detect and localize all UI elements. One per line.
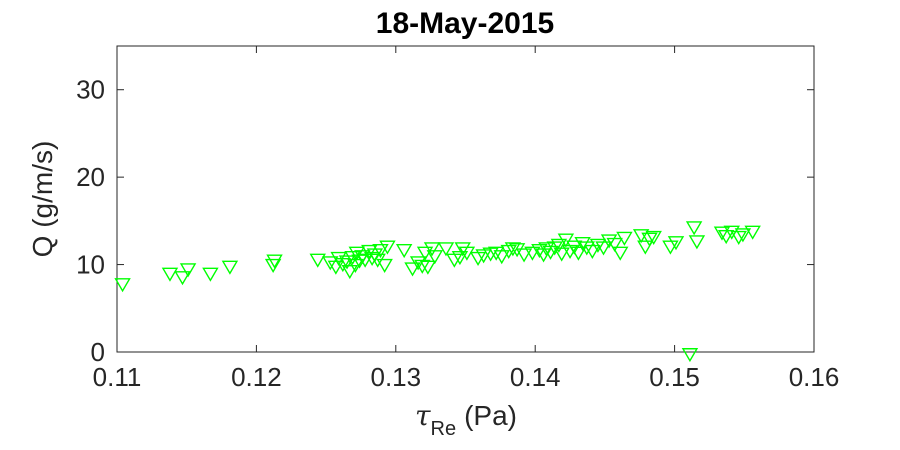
- data-point: [404, 262, 421, 277]
- data-point: [515, 248, 533, 263]
- data-point: [723, 225, 740, 240]
- data-point: [309, 253, 326, 268]
- y-tick-label: 30: [76, 75, 105, 105]
- y-tick-label: 0: [91, 337, 105, 367]
- data-point: [589, 238, 607, 253]
- x-axis-title: τRe (Pa): [415, 399, 517, 440]
- data-point: [414, 259, 431, 274]
- data-point: [361, 244, 378, 259]
- data-point: [531, 244, 548, 259]
- data-markers: [114, 221, 761, 363]
- data-point: [734, 228, 752, 243]
- x-tick-label: 0.11: [93, 362, 142, 392]
- data-point: [713, 226, 731, 241]
- x-tick-label: 0.12: [231, 362, 282, 392]
- data-point: [451, 251, 469, 266]
- data-point: [426, 250, 444, 265]
- data-point: [356, 253, 374, 268]
- data-point: [487, 246, 505, 261]
- data-point: [395, 244, 413, 259]
- data-point: [538, 242, 555, 257]
- y-tick-label: 10: [76, 250, 105, 280]
- data-point: [266, 254, 283, 269]
- data-point: [606, 237, 623, 252]
- data-point: [600, 234, 618, 249]
- data-point: [744, 225, 761, 240]
- data-point: [645, 230, 662, 245]
- data-point: [322, 256, 339, 271]
- data-point: [221, 260, 239, 275]
- data-point: [369, 253, 386, 268]
- data-point: [681, 348, 699, 363]
- data-point: [341, 264, 359, 280]
- axis-ticks: [116, 46, 815, 353]
- data-point: [179, 263, 197, 278]
- tick-labels: 0.11 0.12 0.13 0.14 0.15 0.16 0 10 20 30: [76, 75, 839, 392]
- data-point: [482, 247, 499, 262]
- data-point: [327, 260, 345, 275]
- data-point: [500, 244, 517, 259]
- plot-area-frame: [116, 45, 815, 353]
- data-point: [578, 241, 595, 256]
- data-point: [667, 236, 685, 251]
- data-point: [334, 257, 352, 273]
- data-point: [717, 230, 735, 245]
- data-point: [348, 246, 365, 261]
- data-point: [379, 240, 396, 255]
- x-axis-title-symbol: τ: [415, 399, 431, 432]
- data-point: [637, 240, 654, 255]
- data-point: [423, 242, 441, 257]
- data-point: [202, 267, 219, 282]
- data-point: [524, 246, 541, 261]
- data-point: [730, 230, 747, 245]
- x-axis-title-subscript: Re: [431, 418, 457, 440]
- data-point: [264, 258, 282, 273]
- data-point: [458, 246, 476, 261]
- data-point: [688, 235, 706, 250]
- data-point: [475, 249, 492, 264]
- data-point: [376, 258, 393, 273]
- x-tick-label: 0.15: [649, 362, 700, 392]
- chart-title: 18-May-2015: [376, 7, 554, 40]
- x-tick-label: 0.16: [789, 362, 840, 392]
- x-tick-label: 0.13: [370, 362, 421, 392]
- data-point: [437, 242, 455, 257]
- data-point: [557, 233, 575, 248]
- data-point: [595, 241, 612, 256]
- data-point: [570, 246, 587, 261]
- data-point: [174, 271, 191, 286]
- data-point: [454, 242, 471, 257]
- data-point: [574, 237, 591, 252]
- data-point: [372, 244, 389, 259]
- data-point: [584, 244, 601, 259]
- data-point: [419, 260, 437, 275]
- data-point: [641, 232, 658, 247]
- data-point: [616, 231, 633, 246]
- data-point: [114, 278, 131, 293]
- data-point: [493, 250, 510, 265]
- data-point: [508, 243, 526, 258]
- y-axis-title: Q (g/m/s): [27, 141, 58, 258]
- data-point: [553, 247, 570, 262]
- data-point: [685, 221, 703, 236]
- data-point: [612, 246, 629, 261]
- data-point: [161, 267, 179, 282]
- x-tick-label: 0.14: [510, 362, 561, 392]
- x-axis-title-unit: (Pa): [464, 400, 517, 431]
- y-tick-label: 20: [76, 162, 105, 192]
- data-point: [662, 240, 679, 255]
